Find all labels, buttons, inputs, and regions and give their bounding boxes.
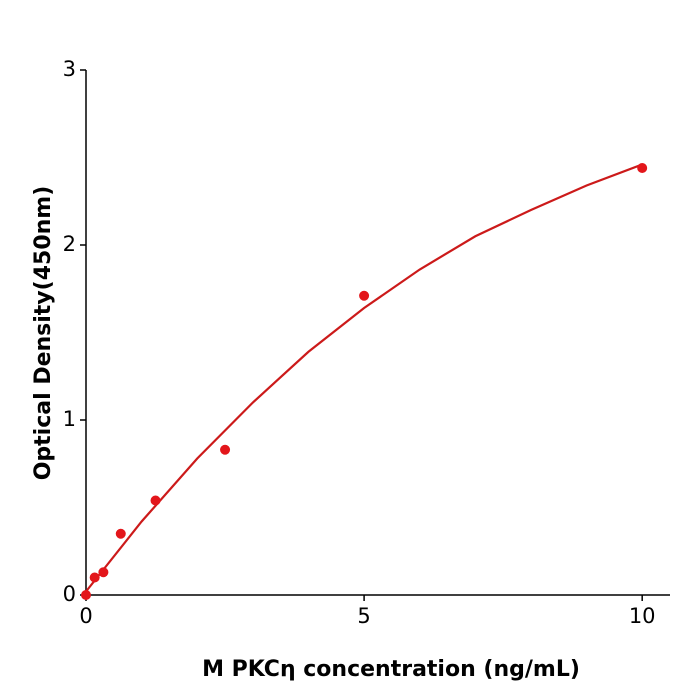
data-point: [220, 444, 231, 455]
y-tick-label: 3: [63, 57, 76, 81]
data-point: [637, 163, 648, 173]
data-point: [81, 590, 91, 600]
data-point: [150, 495, 161, 506]
data-point: [115, 528, 126, 539]
fit-curve: [85, 163, 643, 593]
x-tick-label: 0: [79, 604, 92, 628]
x-tick-label: 5: [357, 604, 370, 628]
y-axis-label: Optical Density(450nm): [31, 186, 56, 481]
data-point: [359, 290, 370, 301]
y-tick-label: 2: [63, 232, 76, 256]
y-tick-label: 0: [63, 582, 76, 606]
x-axis-label: M PKCη concentration (ng/mL): [202, 657, 580, 682]
data-point: [98, 567, 109, 578]
y-tick-label: 1: [63, 407, 76, 431]
x-tick-label: 10: [629, 604, 656, 628]
data-point: [89, 572, 100, 583]
